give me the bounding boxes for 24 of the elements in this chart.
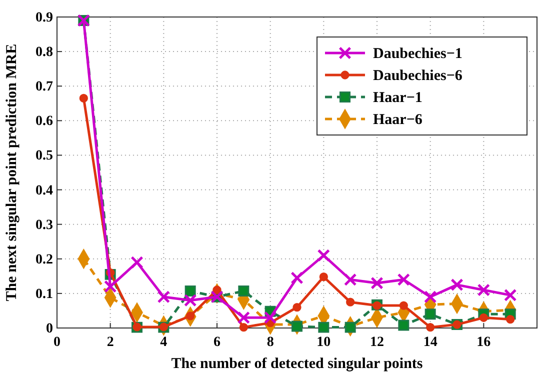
- y-tick-label: 0.7: [36, 80, 53, 95]
- y-tick-label: 0: [46, 321, 53, 336]
- y-tick-label: 0.4: [36, 183, 53, 198]
- y-tick-label: 0.1: [36, 286, 53, 302]
- y-tick-label: 0.2: [36, 252, 53, 268]
- x-tick-label: 16: [476, 335, 491, 350]
- legend-label: Daubechies−1: [373, 46, 462, 62]
- x-tick-label: 6: [214, 335, 220, 350]
- legend-label: Haar−6: [373, 112, 423, 128]
- x-tick-label: 4: [160, 335, 168, 350]
- y-tick-label: 0.5: [36, 148, 53, 164]
- y-axis-title: The next singular point prediction MRE: [4, 44, 20, 302]
- y-tick-label: 0.8: [36, 45, 53, 60]
- legend-label: Daubechies−6: [373, 68, 463, 84]
- x-tick-label: 14: [423, 335, 438, 350]
- legend-label: Haar−1: [373, 90, 422, 106]
- x-axis-title: The number of detected singular points: [171, 356, 423, 372]
- x-tick-label: 8: [266, 335, 274, 350]
- y-tick-label: 0.6: [36, 114, 53, 130]
- x-tick-label: 12: [370, 335, 384, 350]
- x-tick-label: 10: [316, 335, 331, 350]
- y-tick-label: 0.9: [36, 10, 53, 26]
- x-tick-label: 2: [106, 335, 114, 350]
- y-tick-label: 0.3: [36, 218, 53, 233]
